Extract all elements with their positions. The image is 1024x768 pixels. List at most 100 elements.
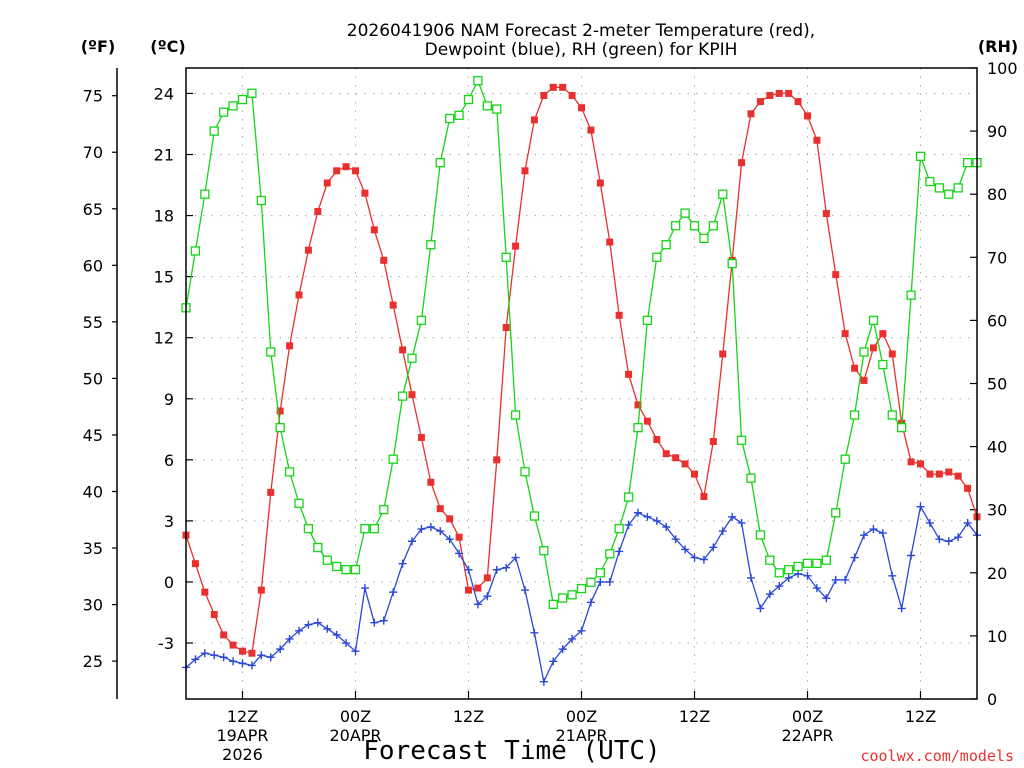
data-point xyxy=(738,159,746,167)
data-point xyxy=(849,410,860,420)
data-point xyxy=(521,167,529,175)
data-point xyxy=(408,391,416,399)
data-point xyxy=(887,410,897,420)
data-point xyxy=(482,101,492,111)
celsius-tick-label: 12 xyxy=(154,329,174,348)
fahrenheit-tick-label: 75 xyxy=(83,87,103,106)
data-point xyxy=(615,311,623,319)
data-point xyxy=(511,553,520,562)
series-line xyxy=(185,86,978,654)
celsius-tick-label: 3 xyxy=(164,512,174,531)
data-point xyxy=(303,523,314,534)
data-point xyxy=(859,347,869,357)
data-point xyxy=(897,423,907,433)
data-point xyxy=(709,438,717,446)
data-point xyxy=(775,582,784,591)
data-point xyxy=(709,543,718,552)
data-point xyxy=(332,561,342,572)
data-point xyxy=(350,564,361,575)
data-point xyxy=(228,101,238,111)
data-point xyxy=(925,176,935,187)
data-point xyxy=(502,563,511,572)
data-point xyxy=(397,391,408,401)
data-point xyxy=(333,167,341,175)
data-point xyxy=(888,571,897,580)
data-point xyxy=(473,600,482,609)
data-point xyxy=(954,472,962,480)
data-point xyxy=(239,647,246,655)
data-point xyxy=(671,221,681,231)
data-point xyxy=(426,523,435,532)
data-point xyxy=(380,256,388,264)
data-point xyxy=(247,661,256,670)
data-point xyxy=(510,410,521,420)
data-point xyxy=(794,569,803,578)
data-point xyxy=(681,545,690,554)
data-point xyxy=(784,573,793,582)
data-point xyxy=(944,189,954,199)
data-point xyxy=(718,527,727,536)
data-point xyxy=(747,110,755,118)
data-point xyxy=(672,454,680,462)
data-point xyxy=(596,577,605,586)
data-point xyxy=(897,604,906,613)
data-point xyxy=(209,126,219,136)
data-point xyxy=(388,454,398,464)
data-point xyxy=(219,107,229,117)
data-point xyxy=(652,516,661,525)
data-point xyxy=(342,163,350,171)
celsius-tick-label: 18 xyxy=(154,207,174,226)
data-point xyxy=(417,525,426,534)
data-point xyxy=(766,91,774,99)
data-point xyxy=(445,113,455,124)
data-point xyxy=(944,537,953,546)
data-point xyxy=(878,529,887,538)
data-point xyxy=(304,246,312,254)
data-point xyxy=(483,592,492,601)
data-point xyxy=(257,651,266,660)
data-point xyxy=(578,104,585,112)
data-point xyxy=(427,478,435,486)
data-point xyxy=(793,561,803,572)
data-point xyxy=(276,645,285,654)
data-point xyxy=(210,651,219,660)
data-point xyxy=(662,523,671,532)
data-point xyxy=(756,98,764,106)
data-point xyxy=(332,630,341,639)
data-point xyxy=(540,91,548,99)
data-point xyxy=(643,512,652,521)
data-point xyxy=(831,575,840,584)
data-point xyxy=(718,189,728,199)
data-point xyxy=(256,195,266,206)
series-relative-humidity xyxy=(181,75,982,609)
data-point xyxy=(314,208,322,216)
data-point xyxy=(493,456,501,464)
data-point xyxy=(191,560,199,568)
data-point xyxy=(399,346,407,354)
x-tick-label: 12Z xyxy=(453,707,484,726)
data-point xyxy=(464,565,473,574)
data-point xyxy=(605,549,615,559)
data-point xyxy=(850,553,859,562)
data-point xyxy=(765,555,775,565)
x-tick-label: 00Z xyxy=(792,707,823,726)
x-tick-label: 2026 xyxy=(222,745,263,764)
data-point xyxy=(436,505,444,513)
data-point xyxy=(596,179,604,187)
fahrenheit-tick-label: 55 xyxy=(83,313,103,332)
data-point xyxy=(266,653,275,662)
data-point xyxy=(229,657,238,666)
data-point xyxy=(774,568,784,578)
data-point xyxy=(906,290,916,300)
data-point xyxy=(210,611,218,619)
data-point xyxy=(322,555,332,565)
data-point xyxy=(595,568,605,578)
data-point xyxy=(935,470,943,478)
data-point xyxy=(915,151,926,161)
celsius-tick-label: 9 xyxy=(164,390,174,409)
data-point xyxy=(247,88,257,98)
celsius-tick-label: 15 xyxy=(154,268,174,287)
fahrenheit-tick-label: 70 xyxy=(83,143,103,162)
fahrenheit-tick-label: 35 xyxy=(83,539,103,558)
data-point xyxy=(502,324,510,332)
